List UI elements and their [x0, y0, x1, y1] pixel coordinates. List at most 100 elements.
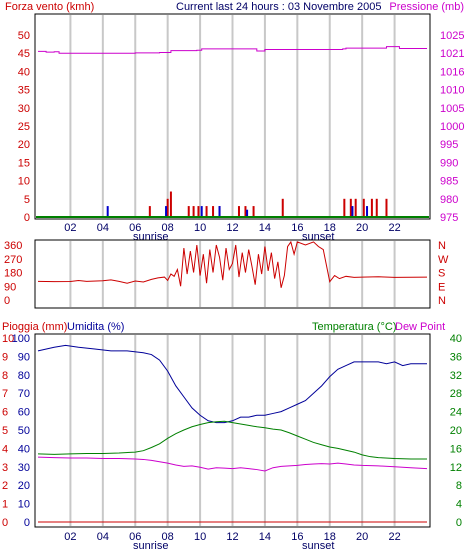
wind-bars: [106, 191, 388, 217]
y-tick-label: 40: [18, 66, 30, 78]
y-tick-label: 10: [18, 499, 30, 511]
x-tick-label: 06: [129, 531, 141, 543]
gust-bar: [351, 206, 354, 217]
gust-bar: [165, 206, 168, 217]
x-tick-label: 22: [388, 531, 400, 543]
y-tick-label: 60: [18, 407, 30, 419]
wind-bar: [375, 198, 378, 217]
gust-bar: [366, 206, 369, 217]
wind-bar: [362, 198, 365, 217]
y-tick-label: 50: [18, 425, 30, 437]
x-tick-label: 10: [194, 531, 206, 543]
x-tick-label: 14: [259, 531, 271, 543]
y-tick-label: 0: [24, 517, 30, 529]
wind-speed-label: Forza vento (kmh): [5, 1, 94, 13]
y-tick-label: 1021: [440, 48, 464, 60]
wind-bar: [212, 206, 215, 217]
x-tick-label: 20: [356, 222, 368, 234]
temperature-line: [37, 420, 427, 460]
x-tick-label: 22: [388, 222, 400, 234]
y-tick-label: 3: [2, 462, 8, 474]
temp-series-lines: [37, 344, 428, 523]
y-tick-label: N: [438, 295, 446, 307]
temp-x-ticks: 02 04 06 08 10 12 14 16 18 20 22: [64, 531, 400, 543]
wind-bar: [385, 198, 388, 217]
y-tick-label: N: [438, 240, 446, 252]
y-tick-label: 2: [2, 480, 8, 492]
y-tick-label: 40: [18, 443, 30, 455]
wind-bar: [205, 206, 208, 217]
wind-bar: [166, 198, 169, 217]
y-tick-label: 20: [450, 425, 462, 437]
y-tick-label: E: [438, 281, 445, 293]
y-tick-label: 10: [18, 176, 30, 188]
x-tick-label: 16: [291, 222, 303, 234]
wind-bar: [148, 206, 151, 217]
y-tick-label: 0: [456, 517, 462, 529]
x-tick-label: 10: [194, 222, 206, 234]
gust-bar: [218, 206, 221, 217]
y-tick-label: 20: [18, 480, 30, 492]
y-tick-label: 90: [18, 351, 30, 363]
y-tick-label: 25: [18, 121, 30, 133]
direction-line: [37, 240, 428, 288]
y-tick-label: 0: [4, 295, 10, 307]
x-tick-label: 08: [162, 222, 174, 234]
y-tick-label: 7: [2, 388, 8, 400]
y-tick-label: 1: [2, 499, 8, 511]
x-tick-label: 20: [356, 531, 368, 543]
pressure-label: Pressione (mb): [389, 1, 464, 13]
wind-pressure-panel: Forza vento (kmh) Current last 24 hours …: [5, 1, 464, 243]
y-tick-label: 1010: [440, 85, 464, 97]
y-tick-label: 16: [450, 443, 462, 455]
temp-grid: [69, 335, 396, 526]
y-tick-label: 36: [450, 351, 462, 363]
wind-bar: [192, 206, 195, 217]
wind-bar: [197, 206, 200, 217]
y-tick-label: 1016: [440, 66, 464, 78]
x-tick-label: 02: [64, 531, 76, 543]
dewpoint-label: Dew Point: [395, 321, 445, 333]
y-tick-label: 1025: [440, 30, 464, 42]
wind-bar: [169, 191, 172, 217]
x-tick-label: 12: [226, 222, 238, 234]
y-tick-label: 6: [2, 407, 8, 419]
y-tick-label: 100: [12, 333, 30, 345]
y-tick-label: 9: [2, 351, 8, 363]
y-tick-label: 4: [2, 443, 8, 455]
wind-bar: [244, 206, 247, 217]
y-tick-label: 15: [18, 157, 30, 169]
y-tick-label: 985: [440, 176, 458, 188]
x-tick-label: 18: [324, 222, 336, 234]
x-tick-label: 18: [324, 531, 336, 543]
y-tick-label: 0: [2, 517, 8, 529]
chart-title: Current last 24 hours : 03 Novembre 2005: [176, 1, 381, 13]
sunrise-label-2: sunrise: [133, 540, 168, 552]
gust-bar: [246, 209, 249, 217]
y-tick-label: 32: [450, 370, 462, 382]
temp-humidity-panel: Pioggia (mm) Umidita (%) Temperatura (°C…: [2, 321, 462, 552]
y-tick-label: S: [438, 268, 445, 280]
x-tick-label: 04: [97, 531, 109, 543]
y-tick-label: 975: [440, 212, 458, 224]
y-tick-label: 360: [4, 240, 22, 252]
y-tick-label: 5: [2, 425, 8, 437]
x-tick-label: 02: [64, 222, 76, 234]
y-tick-label: 1005: [440, 103, 464, 115]
gust-bar: [200, 206, 203, 217]
humidity-label: Umidita (%): [67, 321, 124, 333]
y-tick-label: 45: [18, 48, 30, 60]
y-tick-label: 180: [4, 268, 22, 280]
y-tick-label: 30: [18, 103, 30, 115]
y-tick-label: 980: [440, 194, 458, 206]
pressure-y-ticks: 1025 1021 1016 1010 1005 1000 995 990 985 980 975: [440, 30, 464, 224]
x-tick-label: 06: [129, 222, 141, 234]
wind-x-ticks: 02 04 06 08 10 12 14 16 18 20 22: [64, 222, 400, 234]
